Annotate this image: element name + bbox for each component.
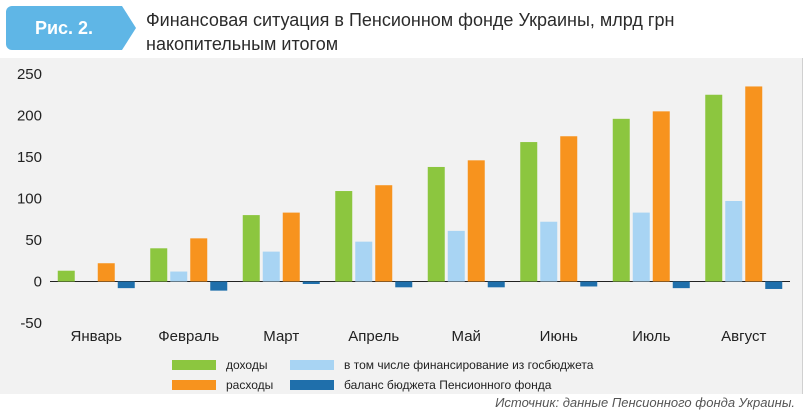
legend-label-income: доходы [226, 358, 268, 372]
source-note: Источник: данные Пенсионного фонда Украи… [495, 395, 795, 410]
legend-swatch-budget-financing [290, 360, 334, 370]
x-tick-label: Март [263, 328, 299, 345]
figure-header: Рис. 2. Финансовая ситуация в Пенсионном… [0, 0, 803, 58]
bar-income [57, 270, 75, 282]
x-tick-label: Январь [71, 328, 123, 345]
bar-income [335, 191, 353, 282]
chart-legend: доходы в том числе финансирование из гос… [172, 356, 692, 396]
bar-income [612, 118, 630, 282]
bar-expenses [745, 86, 763, 282]
chart-title-line-1: Финансовая ситуация в Пенсионном фонде У… [146, 10, 675, 30]
bar-budget-financing [262, 251, 280, 282]
bar-budget-financing [725, 200, 743, 282]
bar-expenses [652, 111, 670, 282]
bar-income [520, 142, 538, 282]
legend-label-budget-financing: в том числе финансирование из госбюджета [344, 358, 594, 372]
bar-balance [672, 281, 690, 289]
y-tick-label: 150 [17, 149, 42, 166]
legend-swatch-balance [290, 380, 334, 390]
bar-budget-financing [355, 241, 373, 282]
x-tick-label: Июль [632, 328, 670, 345]
bar-income [427, 166, 445, 282]
bar-balance [117, 281, 135, 289]
x-tick-label: Февраль [158, 328, 219, 345]
y-tick-label: -50 [20, 315, 42, 332]
x-tick-label: Апрель [348, 328, 399, 345]
x-tick-label: Май [452, 328, 481, 345]
bar-balance [210, 281, 228, 291]
bar-budget-financing [447, 230, 465, 282]
y-tick-label: 0 [34, 274, 42, 291]
figure-label-tab-arrow [122, 6, 136, 50]
y-tick-label: 250 [17, 66, 42, 83]
bar-expenses [467, 160, 485, 282]
bar-expenses [97, 263, 115, 282]
legend-label-expenses: расходы [226, 378, 274, 392]
x-tick-label: Август [721, 328, 766, 345]
x-tick-label: Июнь [540, 328, 578, 345]
bar-expenses [560, 136, 578, 282]
bar-balance [580, 281, 598, 287]
chart-title: Финансовая ситуация в Пенсионном фонде У… [146, 8, 786, 56]
bar-balance [765, 281, 783, 289]
y-tick-label: 50 [25, 232, 42, 249]
bar-expenses [375, 185, 393, 282]
chart-title-line-2: накопительным итогом [146, 34, 339, 54]
y-tick-label: 200 [17, 108, 42, 125]
legend-label-balance: баланс бюджета Пенсионного фонда [344, 378, 552, 392]
figure-label-tab [6, 6, 122, 50]
figure-label: Рис. 2. [34, 18, 94, 38]
legend-swatch-expenses [172, 380, 216, 390]
bar-budget-financing [540, 221, 558, 282]
bar-income [242, 215, 260, 282]
bar-balance [395, 281, 413, 288]
bar-income [705, 94, 723, 282]
bar-balance [487, 281, 505, 288]
bar-budget-financing [170, 271, 188, 282]
bar-budget-financing [632, 212, 650, 282]
y-tick-label: 100 [17, 191, 42, 208]
legend-swatch-income [172, 360, 216, 370]
bar-expenses [282, 212, 300, 282]
bar-income [150, 248, 168, 282]
bar-balance [302, 281, 320, 284]
bar-expenses [190, 238, 208, 282]
